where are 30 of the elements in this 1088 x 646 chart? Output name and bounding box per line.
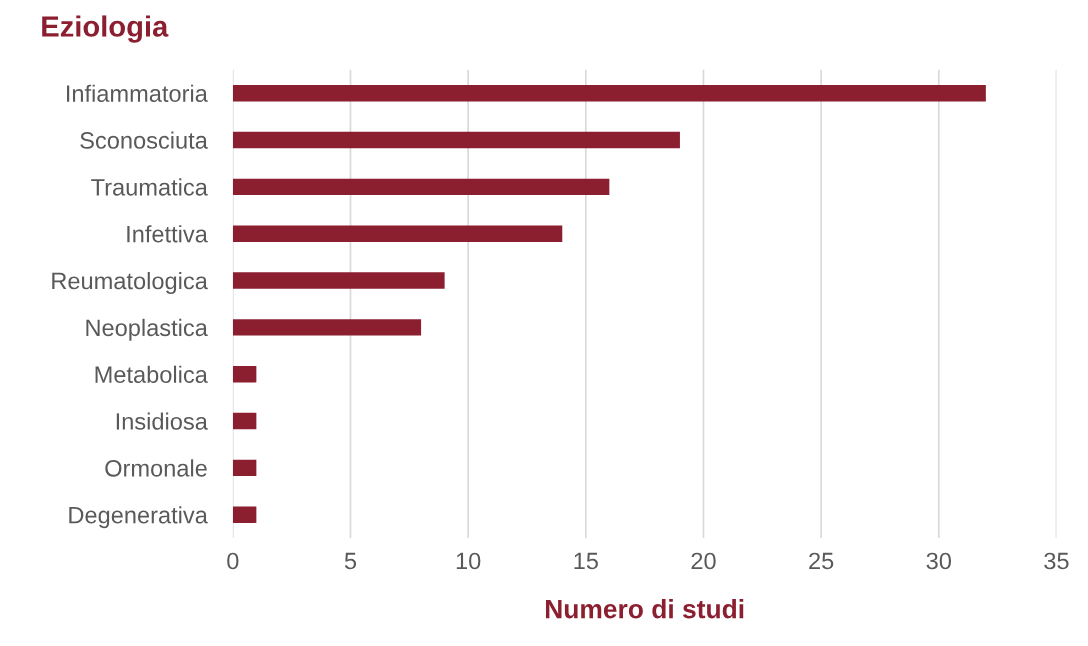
x-axis-title: Numero di studi <box>545 599 744 619</box>
y-tick-label: Sconosciuta <box>80 131 208 149</box>
bar <box>232 225 563 242</box>
bar <box>232 506 257 523</box>
y-tick-label: Traumatica <box>91 178 208 196</box>
bar <box>232 272 445 289</box>
y-tick-label: Infiammatoria <box>67 84 208 102</box>
bar <box>232 319 422 336</box>
bar <box>232 131 680 149</box>
x-tick-label: 20 <box>691 552 716 570</box>
bar <box>232 459 257 477</box>
y-tick-label: Degenerativa <box>69 506 208 529</box>
x-tick-label: 30 <box>926 552 951 570</box>
y-tick-label: Reumatologica <box>52 271 208 294</box>
y-tick-label: Ormonale <box>105 459 207 477</box>
bar <box>232 84 986 102</box>
y-tick-label: Metabolica <box>95 365 208 383</box>
x-tick-label: 10 <box>456 552 481 570</box>
y-tick-label: Infettiva <box>127 225 208 243</box>
y-tick-label: Neoplastica <box>86 318 208 341</box>
bar <box>232 366 257 383</box>
bar <box>232 412 257 430</box>
x-tick-label: 15 <box>574 552 598 570</box>
chart-title: Eziologia <box>42 15 169 43</box>
x-tick-label: 25 <box>809 552 834 570</box>
x-tick-label: 0 <box>227 552 239 570</box>
x-tick-label: 35 <box>1044 552 1069 570</box>
x-tick-label: 5 <box>344 552 357 570</box>
bar <box>232 178 610 196</box>
y-tick-label: Insidiosa <box>116 412 208 430</box>
